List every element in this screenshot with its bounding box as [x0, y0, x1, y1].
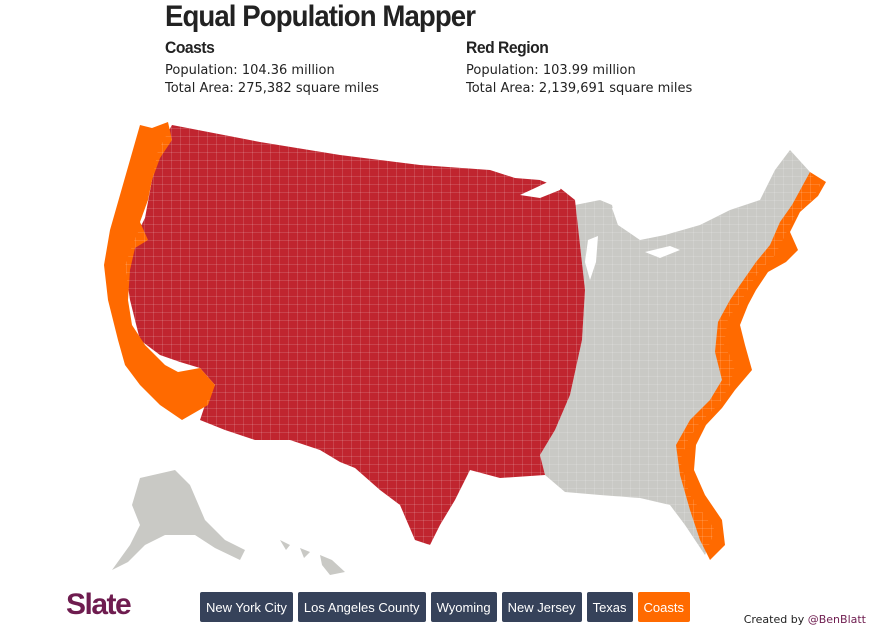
red-region-stats: Red Region Population: 103.99 million To… — [466, 38, 692, 98]
button-coasts[interactable]: Coasts — [637, 592, 690, 622]
button-new-york-city[interactable]: New York City — [200, 592, 293, 622]
alaska[interactable] — [112, 470, 245, 570]
county-borders — [125, 125, 820, 555]
red-region-area: Total Area: 2,139,691 square miles — [466, 81, 693, 96]
button-los-angeles-county[interactable]: Los Angeles County — [297, 592, 426, 622]
coasts-heading: Coasts — [165, 38, 215, 57]
preset-buttons: New York City Los Angeles County Wyoming… — [200, 592, 690, 622]
coasts-stats: Coasts Population: 104.36 million Total … — [165, 38, 379, 98]
coasts-population: Population: 104.36 million — [165, 63, 335, 78]
slate-logo[interactable]: Slate — [66, 588, 132, 621]
red-region-heading: Red Region — [466, 38, 549, 57]
button-texas[interactable]: Texas — [586, 592, 633, 622]
button-wyoming[interactable]: Wyoming — [430, 592, 497, 622]
coasts-area: Total Area: 275,382 square miles — [165, 81, 379, 96]
credit-line: Created by @BenBlatt — [744, 613, 866, 626]
author-link[interactable]: @BenBlatt — [807, 613, 866, 626]
us-county-map[interactable] — [0, 110, 886, 580]
hawaii[interactable] — [280, 540, 345, 575]
button-new-jersey[interactable]: New Jersey — [501, 592, 582, 622]
coasts-region-west[interactable] — [104, 122, 215, 420]
red-region-population: Population: 103.99 million — [466, 63, 636, 78]
credit-prefix: Created by — [743, 613, 805, 626]
page-title: Equal Population Mapper — [165, 0, 476, 33]
